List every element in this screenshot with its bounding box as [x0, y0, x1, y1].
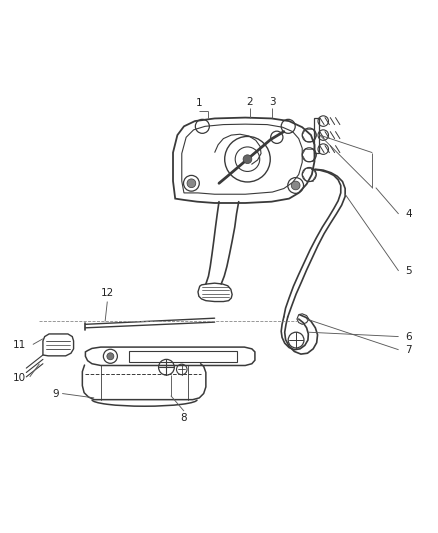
Text: 6: 6	[405, 332, 412, 342]
Text: 8: 8	[180, 413, 187, 423]
Text: 12: 12	[101, 288, 114, 298]
Text: 4: 4	[405, 209, 412, 219]
Text: 10: 10	[13, 373, 26, 383]
Text: 2: 2	[246, 96, 253, 107]
Text: 9: 9	[53, 389, 59, 399]
Circle shape	[243, 155, 252, 164]
Text: 5: 5	[405, 266, 412, 276]
Text: 11: 11	[13, 341, 26, 350]
Circle shape	[107, 353, 114, 360]
Circle shape	[291, 181, 300, 190]
Circle shape	[187, 179, 196, 188]
Text: 3: 3	[269, 96, 276, 107]
Text: 7: 7	[405, 345, 412, 355]
Text: 1: 1	[196, 98, 203, 108]
